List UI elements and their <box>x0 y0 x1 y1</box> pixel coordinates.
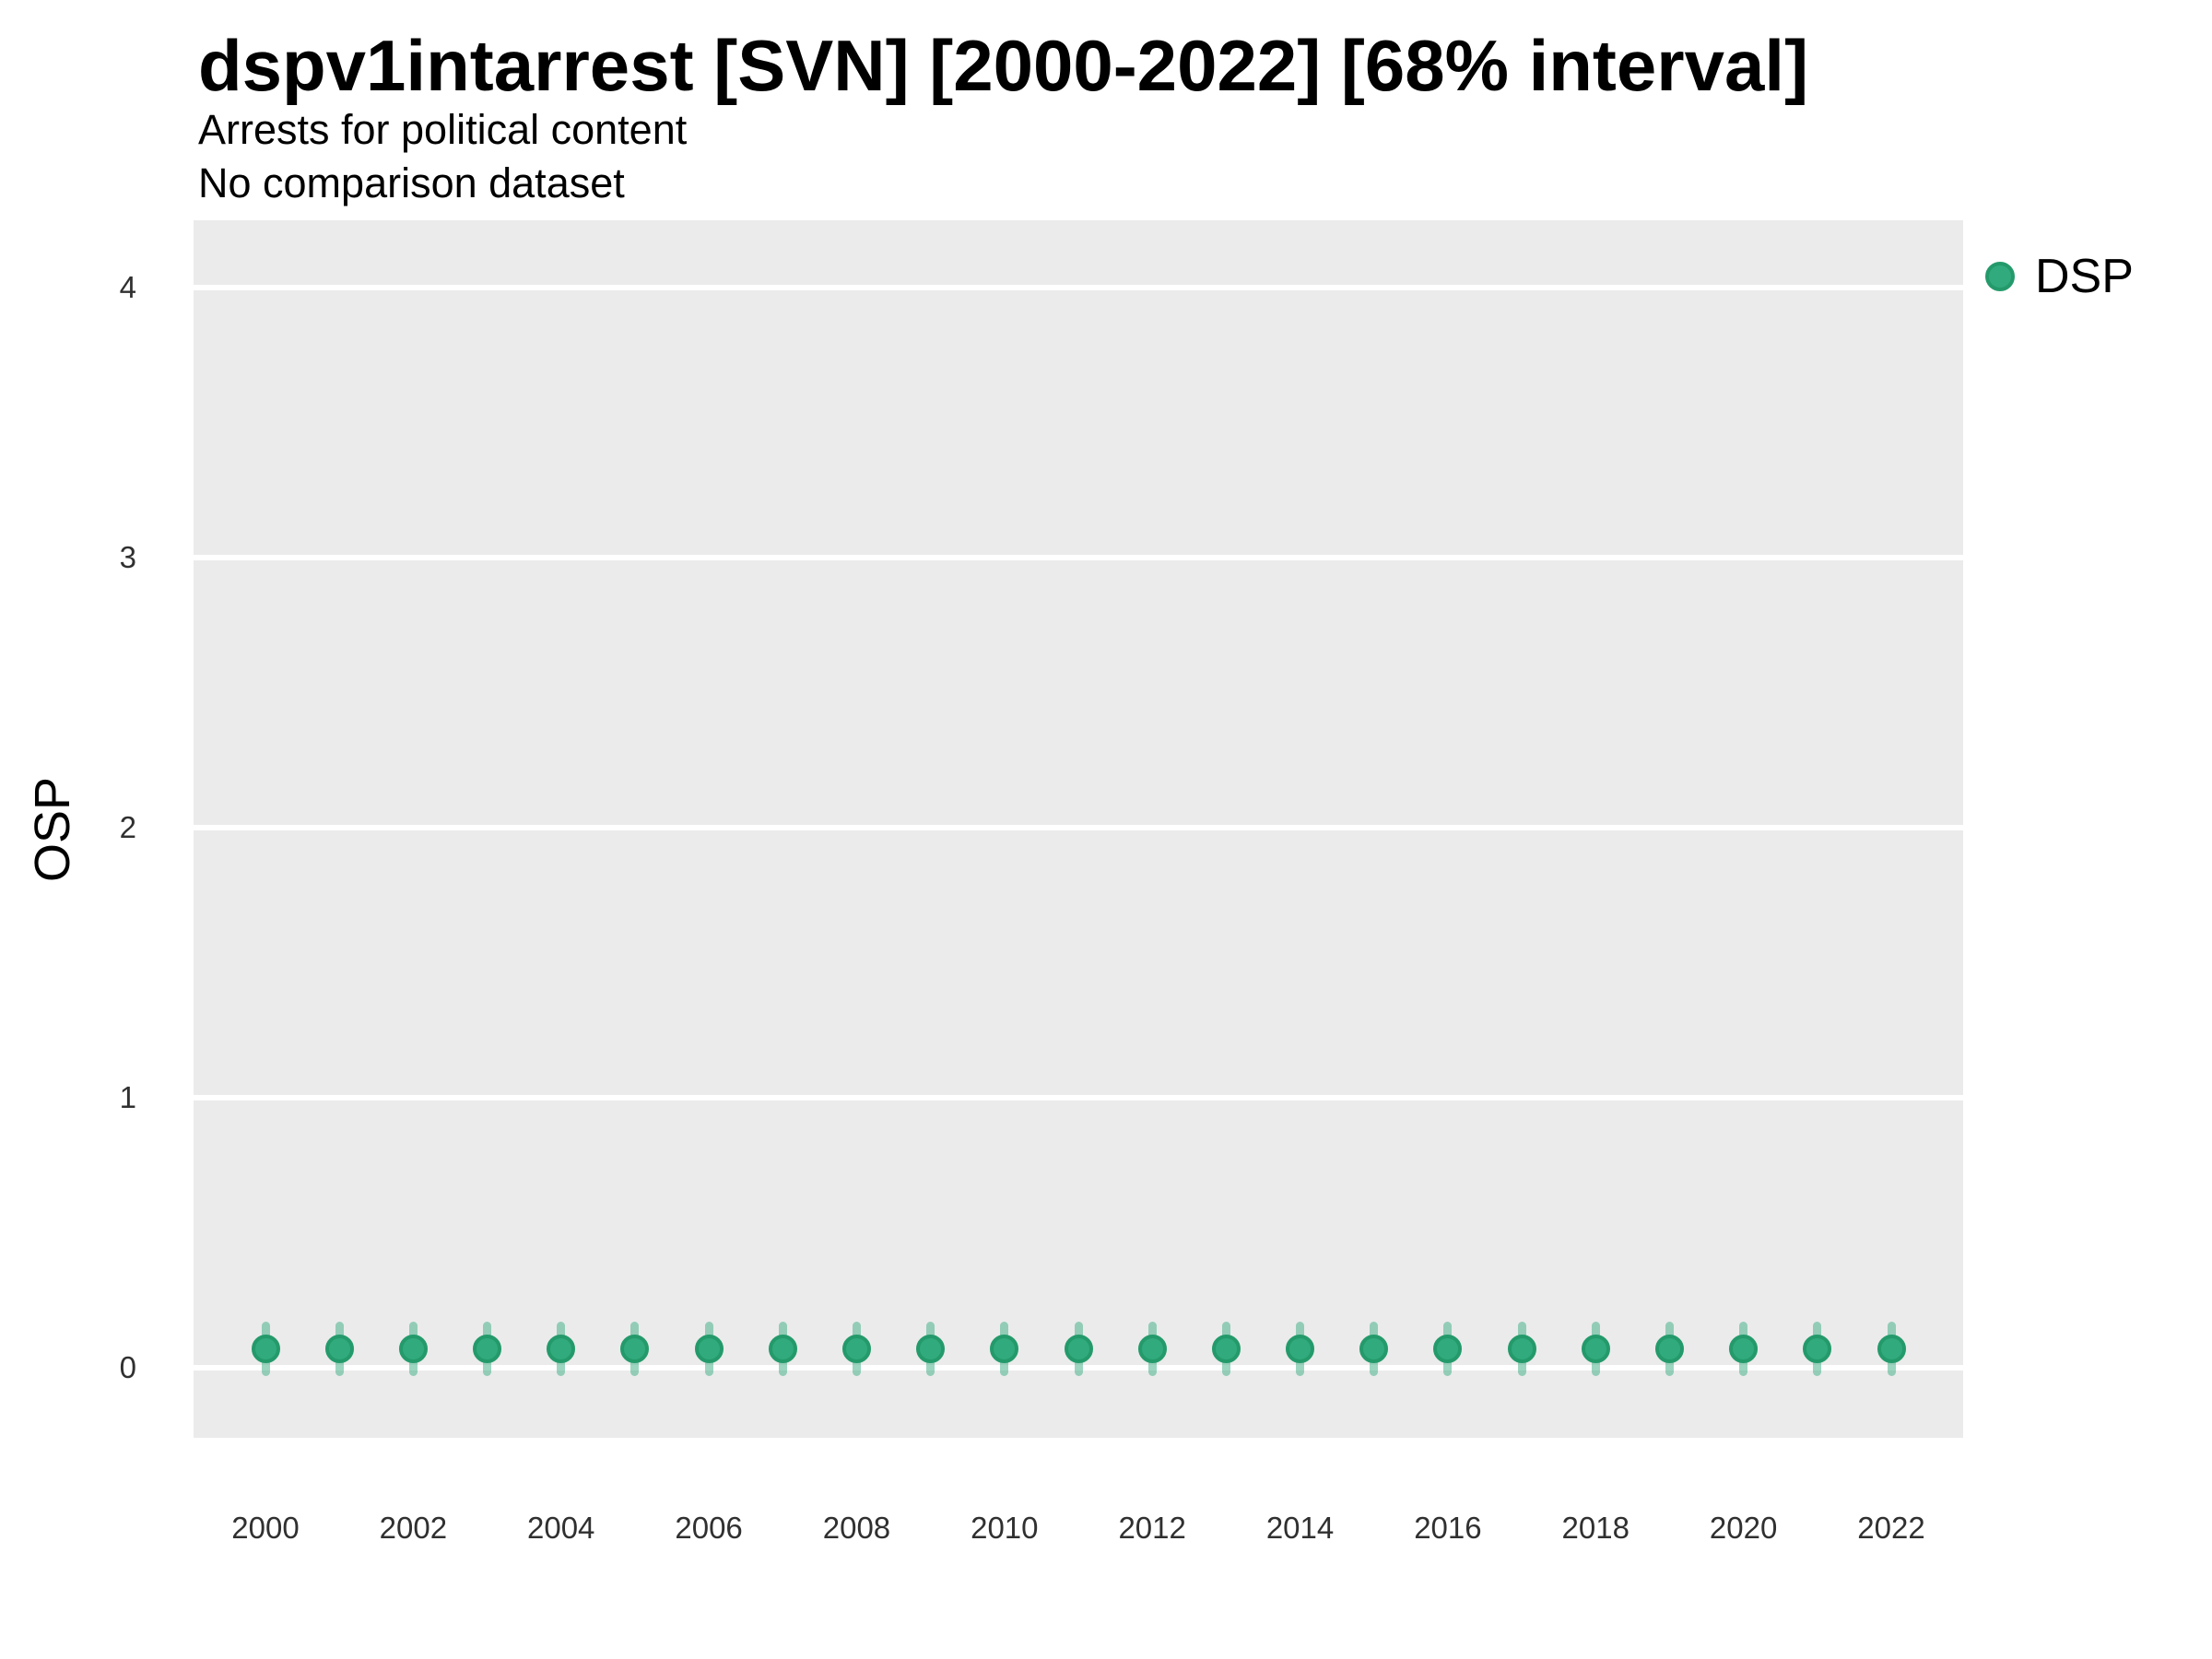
legend: DSP <box>1985 249 2134 304</box>
data-point <box>1507 1334 1536 1363</box>
data-point <box>1654 1334 1684 1363</box>
chart-comparison-note: No comparison dataset <box>198 159 625 206</box>
x-tick-label: 2004 <box>527 1511 595 1545</box>
x-tick-label: 2018 <box>1561 1511 1630 1545</box>
y-tick-label: 4 <box>119 270 136 305</box>
legend-point-circle-icon <box>1985 262 2015 291</box>
x-tick-label: 2002 <box>379 1511 448 1545</box>
gridline-y-2 <box>194 825 1963 831</box>
y-tick-label: 2 <box>119 810 136 845</box>
data-point <box>916 1334 946 1363</box>
x-tick-label: 2020 <box>1709 1511 1778 1545</box>
data-point <box>547 1334 576 1363</box>
data-point <box>620 1334 650 1363</box>
data-point <box>1433 1334 1463 1363</box>
data-point <box>1877 1334 1906 1363</box>
gridline-y-0 <box>194 1364 1963 1371</box>
data-point <box>1286 1334 1315 1363</box>
x-tick-label: 2022 <box>1857 1511 1925 1545</box>
y-tick-label: 0 <box>119 1349 136 1384</box>
y-tick-label: 1 <box>119 1079 136 1114</box>
data-point <box>841 1334 871 1363</box>
data-point <box>1803 1334 1832 1363</box>
data-point <box>1137 1334 1167 1363</box>
x-tick-label: 2016 <box>1414 1511 1482 1545</box>
x-tick-label: 2014 <box>1265 1511 1335 1545</box>
x-tick-label: 2010 <box>971 1511 1039 1545</box>
x-tick-label: 2008 <box>822 1511 891 1545</box>
data-point <box>1211 1334 1241 1363</box>
data-point <box>1729 1334 1759 1363</box>
gridline-y-1 <box>194 1094 1963 1100</box>
data-point <box>473 1334 502 1363</box>
plot-panel <box>194 220 1963 1438</box>
data-point <box>768 1334 797 1363</box>
x-tick-label: 2000 <box>231 1511 300 1545</box>
legend-label: DSP <box>2035 250 2134 303</box>
data-point <box>694 1334 724 1363</box>
data-point <box>1064 1334 1093 1363</box>
data-point <box>324 1334 354 1363</box>
data-point <box>990 1334 1019 1363</box>
gridline-y-4 <box>194 285 1963 291</box>
data-point <box>1581 1334 1610 1363</box>
y-tick-label: 3 <box>119 540 136 575</box>
data-point <box>251 1334 280 1363</box>
data-point <box>1359 1334 1389 1363</box>
x-tick-label: 2006 <box>675 1511 743 1545</box>
data-point <box>398 1334 428 1363</box>
chart-subtitle: Arrests for political content <box>198 106 688 153</box>
gridline-y-3 <box>194 555 1963 561</box>
x-tick-label: 2012 <box>1118 1511 1186 1545</box>
chart-title: dspv1intarrest [SVN] [2000-2022] [68% in… <box>198 25 1809 106</box>
